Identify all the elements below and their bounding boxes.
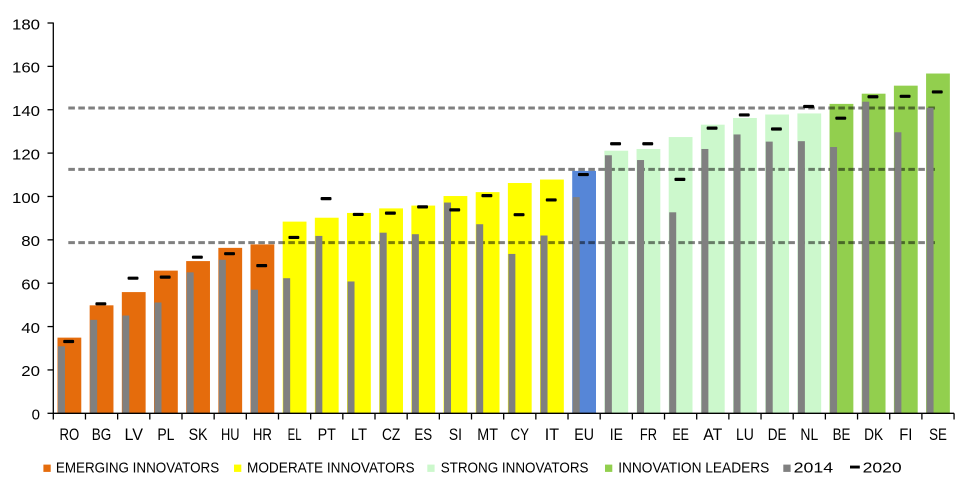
svg-text:MT: MT — [477, 426, 498, 444]
svg-text:EU: EU — [574, 426, 594, 444]
svg-text:180: 180 — [12, 16, 40, 33]
svg-text:CY: CY — [511, 426, 530, 444]
svg-text:120: 120 — [12, 146, 40, 163]
svg-text:60: 60 — [21, 277, 40, 294]
svg-text:100: 100 — [12, 190, 40, 207]
svg-text:160: 160 — [12, 60, 40, 77]
svg-text:LT: LT — [351, 426, 367, 444]
svg-text:FR: FR — [640, 426, 657, 444]
svg-text:NL: NL — [800, 426, 818, 444]
svg-text:PL: PL — [157, 426, 174, 444]
svg-text:0: 0 — [32, 407, 40, 424]
svg-text:DK: DK — [864, 426, 883, 444]
svg-text:LV: LV — [124, 426, 143, 444]
svg-text:RO: RO — [60, 426, 80, 444]
svg-text:BG: BG — [92, 426, 112, 444]
svg-text:BE: BE — [833, 426, 851, 444]
svg-text:2014: 2014 — [794, 460, 834, 477]
svg-text:20: 20 — [21, 363, 40, 380]
svg-text:IE: IE — [610, 426, 623, 444]
svg-text:ES: ES — [414, 426, 432, 444]
svg-text:SI: SI — [449, 426, 462, 444]
svg-text:140: 140 — [12, 103, 40, 120]
svg-text:IT: IT — [545, 426, 559, 444]
svg-text:HR: HR — [253, 426, 272, 444]
svg-text:EL: EL — [288, 426, 302, 444]
svg-text:EMERGING INNOVATORS: EMERGING INNOVATORS — [56, 460, 219, 477]
svg-text:EE: EE — [672, 426, 689, 444]
svg-text:SE: SE — [929, 426, 947, 444]
svg-text:STRONG INNOVATORS: STRONG INNOVATORS — [441, 460, 589, 477]
svg-text:LU: LU — [736, 426, 754, 444]
svg-text:FI: FI — [899, 426, 912, 444]
svg-text:CZ: CZ — [382, 426, 400, 444]
svg-text:PT: PT — [318, 426, 336, 444]
svg-text:2020: 2020 — [863, 460, 902, 477]
svg-text:INNOVATION LEADERS: INNOVATION LEADERS — [618, 460, 769, 477]
svg-text:HU: HU — [221, 426, 240, 444]
svg-text:AT: AT — [703, 426, 722, 444]
svg-text:80: 80 — [21, 233, 40, 250]
svg-text:40: 40 — [21, 320, 40, 337]
svg-text:SK: SK — [189, 426, 208, 444]
svg-text:MODERATE INNOVATORS: MODERATE INNOVATORS — [247, 460, 415, 477]
svg-text:DE: DE — [768, 426, 787, 444]
